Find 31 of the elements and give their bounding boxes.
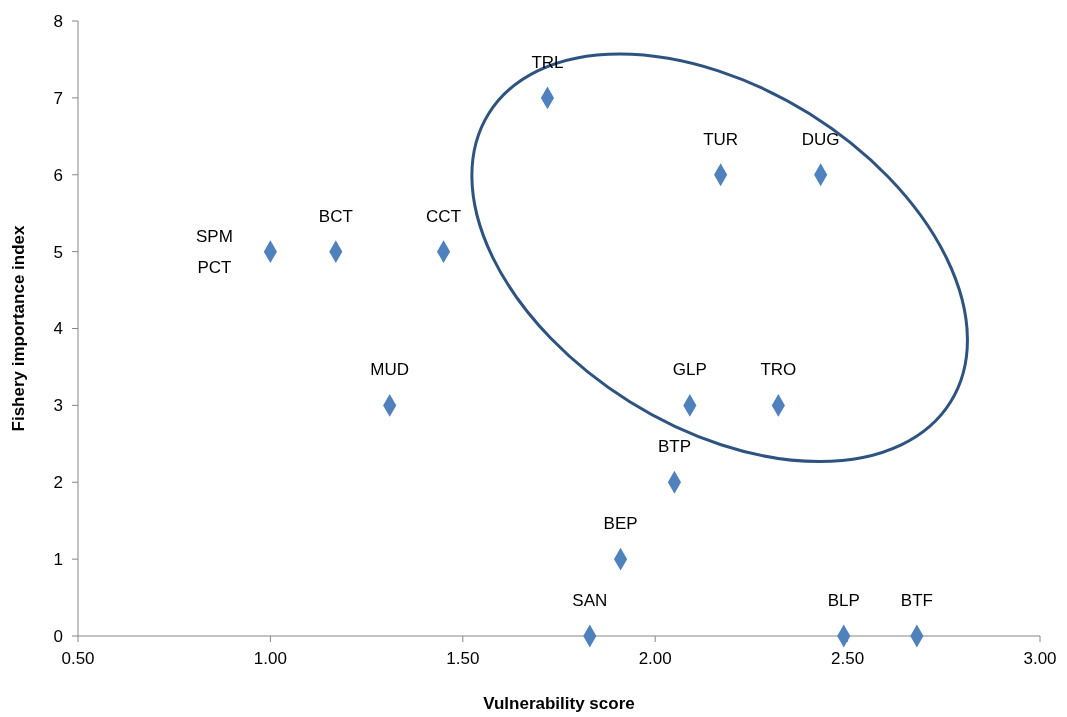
y-tick-label: 5 (53, 242, 63, 262)
x-axis-title: Vulnerability score (483, 694, 635, 713)
x-tick-label: 2.00 (638, 649, 672, 668)
annotation: GLP (672, 360, 707, 380)
annotation: MUD (370, 360, 410, 380)
x-tick-label: 2.50 (831, 649, 865, 668)
annotation: BTP (657, 437, 691, 457)
annotation: BEP (603, 514, 638, 534)
annotation: PCT (197, 258, 232, 278)
y-tick-label: 8 (53, 11, 63, 31)
x-tick-label: 1.00 (253, 649, 287, 668)
x-tick-label: 1.50 (446, 649, 480, 668)
annotation: SPM (195, 227, 233, 247)
annotation: BCT (318, 206, 353, 226)
annotation: SAN (572, 591, 608, 610)
annotation: TRO (760, 360, 797, 380)
y-axis-title: Fishery importance index (9, 224, 28, 432)
annotation: CCT (426, 206, 462, 226)
x-tick-label: 3.00 (1023, 649, 1057, 668)
annotation: BTF (900, 591, 933, 610)
annotation: TUR (703, 129, 739, 149)
x-tick-label: 0.50 (61, 649, 95, 668)
y-tick-label: 1 (53, 550, 63, 570)
y-tick-label: 6 (53, 165, 63, 185)
y-tick-label: 7 (53, 88, 63, 108)
annotation: DUG (801, 129, 840, 149)
y-tick-label: 4 (53, 319, 63, 339)
y-tick-label: 0 (53, 626, 63, 646)
annotation: BLP (827, 591, 860, 610)
y-tick-label: 3 (53, 396, 63, 416)
y-tick-label: 2 (53, 473, 63, 493)
